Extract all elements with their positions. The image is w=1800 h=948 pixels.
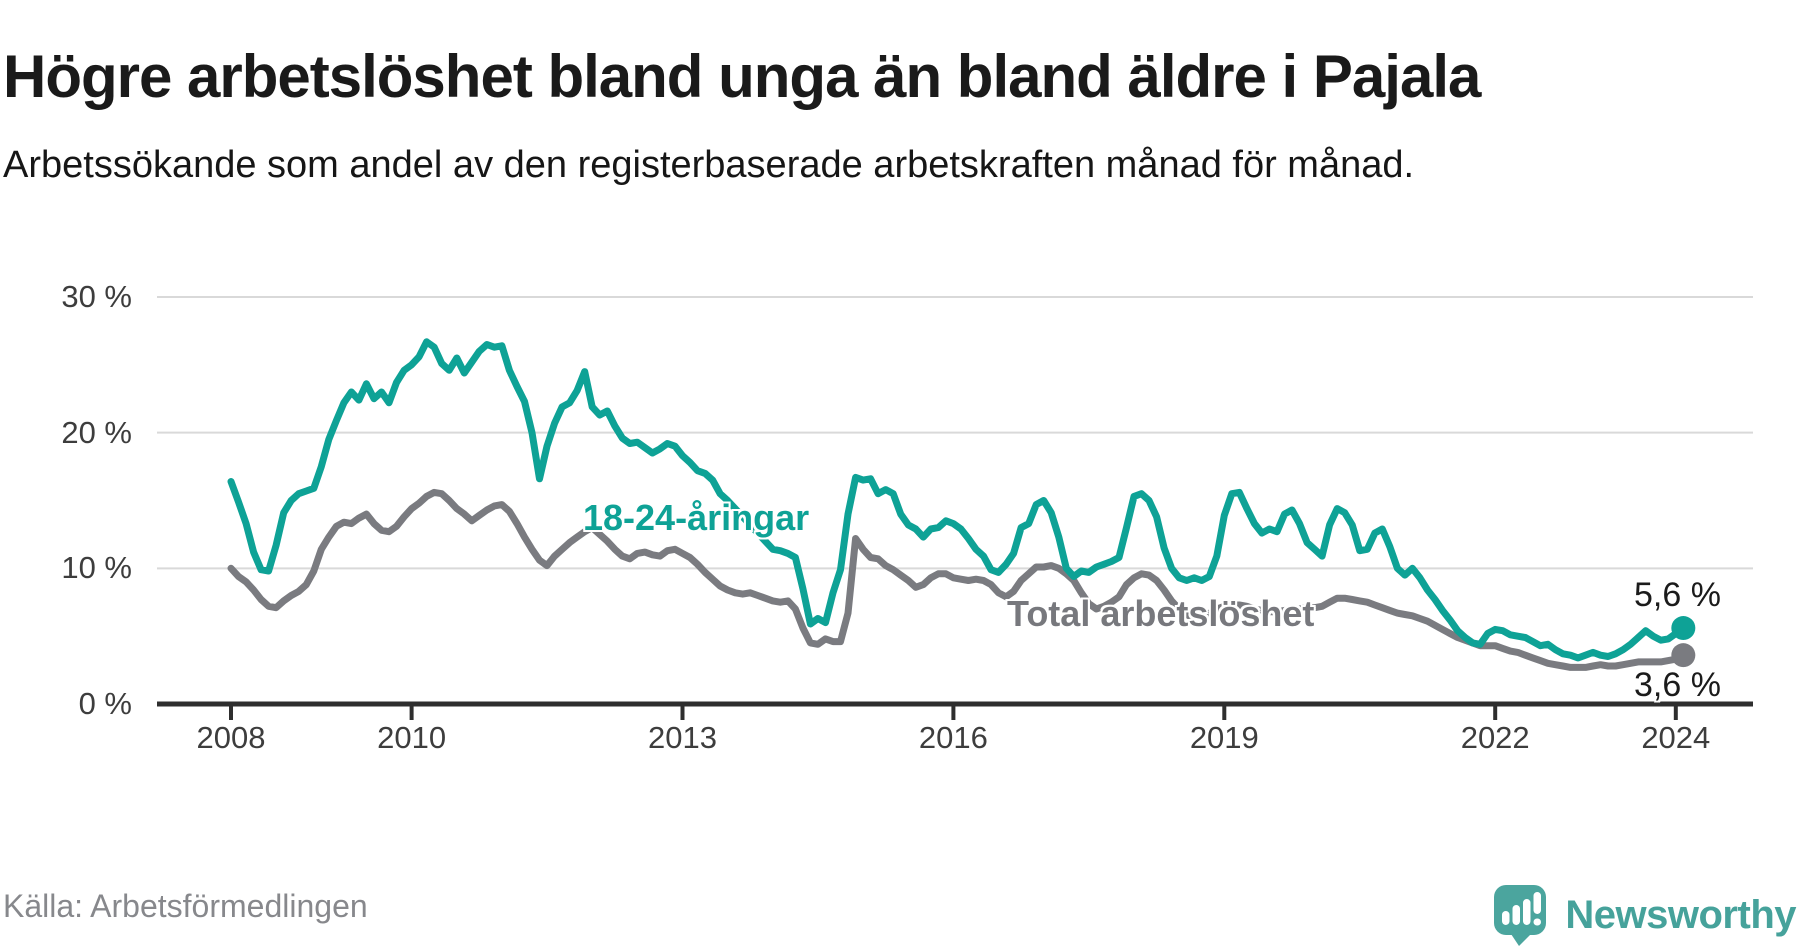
x-tick-label: 2024 xyxy=(1641,720,1711,755)
x-tick-label: 2013 xyxy=(648,720,717,755)
newsworthy-logo: Newsworthy xyxy=(1493,884,1796,946)
end-dot-total xyxy=(1671,643,1696,668)
series-line-total xyxy=(227,488,1687,671)
end-value-label-total: 3,6 % xyxy=(1634,666,1721,704)
x-tick-label: 2022 xyxy=(1460,720,1530,755)
end-dot-18-24 xyxy=(1671,616,1696,641)
end-value-label-18-24: 5,6 % xyxy=(1634,576,1721,614)
x-tick-label: 2010 xyxy=(377,720,447,755)
series-label-total: Total arbetslöshet xyxy=(1007,593,1315,634)
y-tick-label: 20 % xyxy=(61,414,132,450)
x-tick-label: 2016 xyxy=(918,720,988,755)
source-note: Källa: Arbetsförmedlingen xyxy=(3,888,368,924)
series-label-18-24: 18-24-åringar xyxy=(583,497,810,538)
y-tick-label: 30 % xyxy=(61,278,132,314)
y-tick-label: 0 % xyxy=(78,686,132,721)
x-tick-label: 2008 xyxy=(196,720,266,755)
x-tick-label: 2019 xyxy=(1189,720,1259,755)
series-line-18-24 xyxy=(227,338,1687,662)
chart-subtitle: Arbetssökande som andel av den registerb… xyxy=(3,144,1415,186)
y-tick-label: 10 % xyxy=(61,550,132,586)
chart-title: Högre arbetslöshet bland unga än bland ä… xyxy=(3,43,1481,111)
newsworthy-bars-icon xyxy=(1494,885,1547,946)
newsworthy-wordmark: Newsworthy xyxy=(1565,892,1796,937)
